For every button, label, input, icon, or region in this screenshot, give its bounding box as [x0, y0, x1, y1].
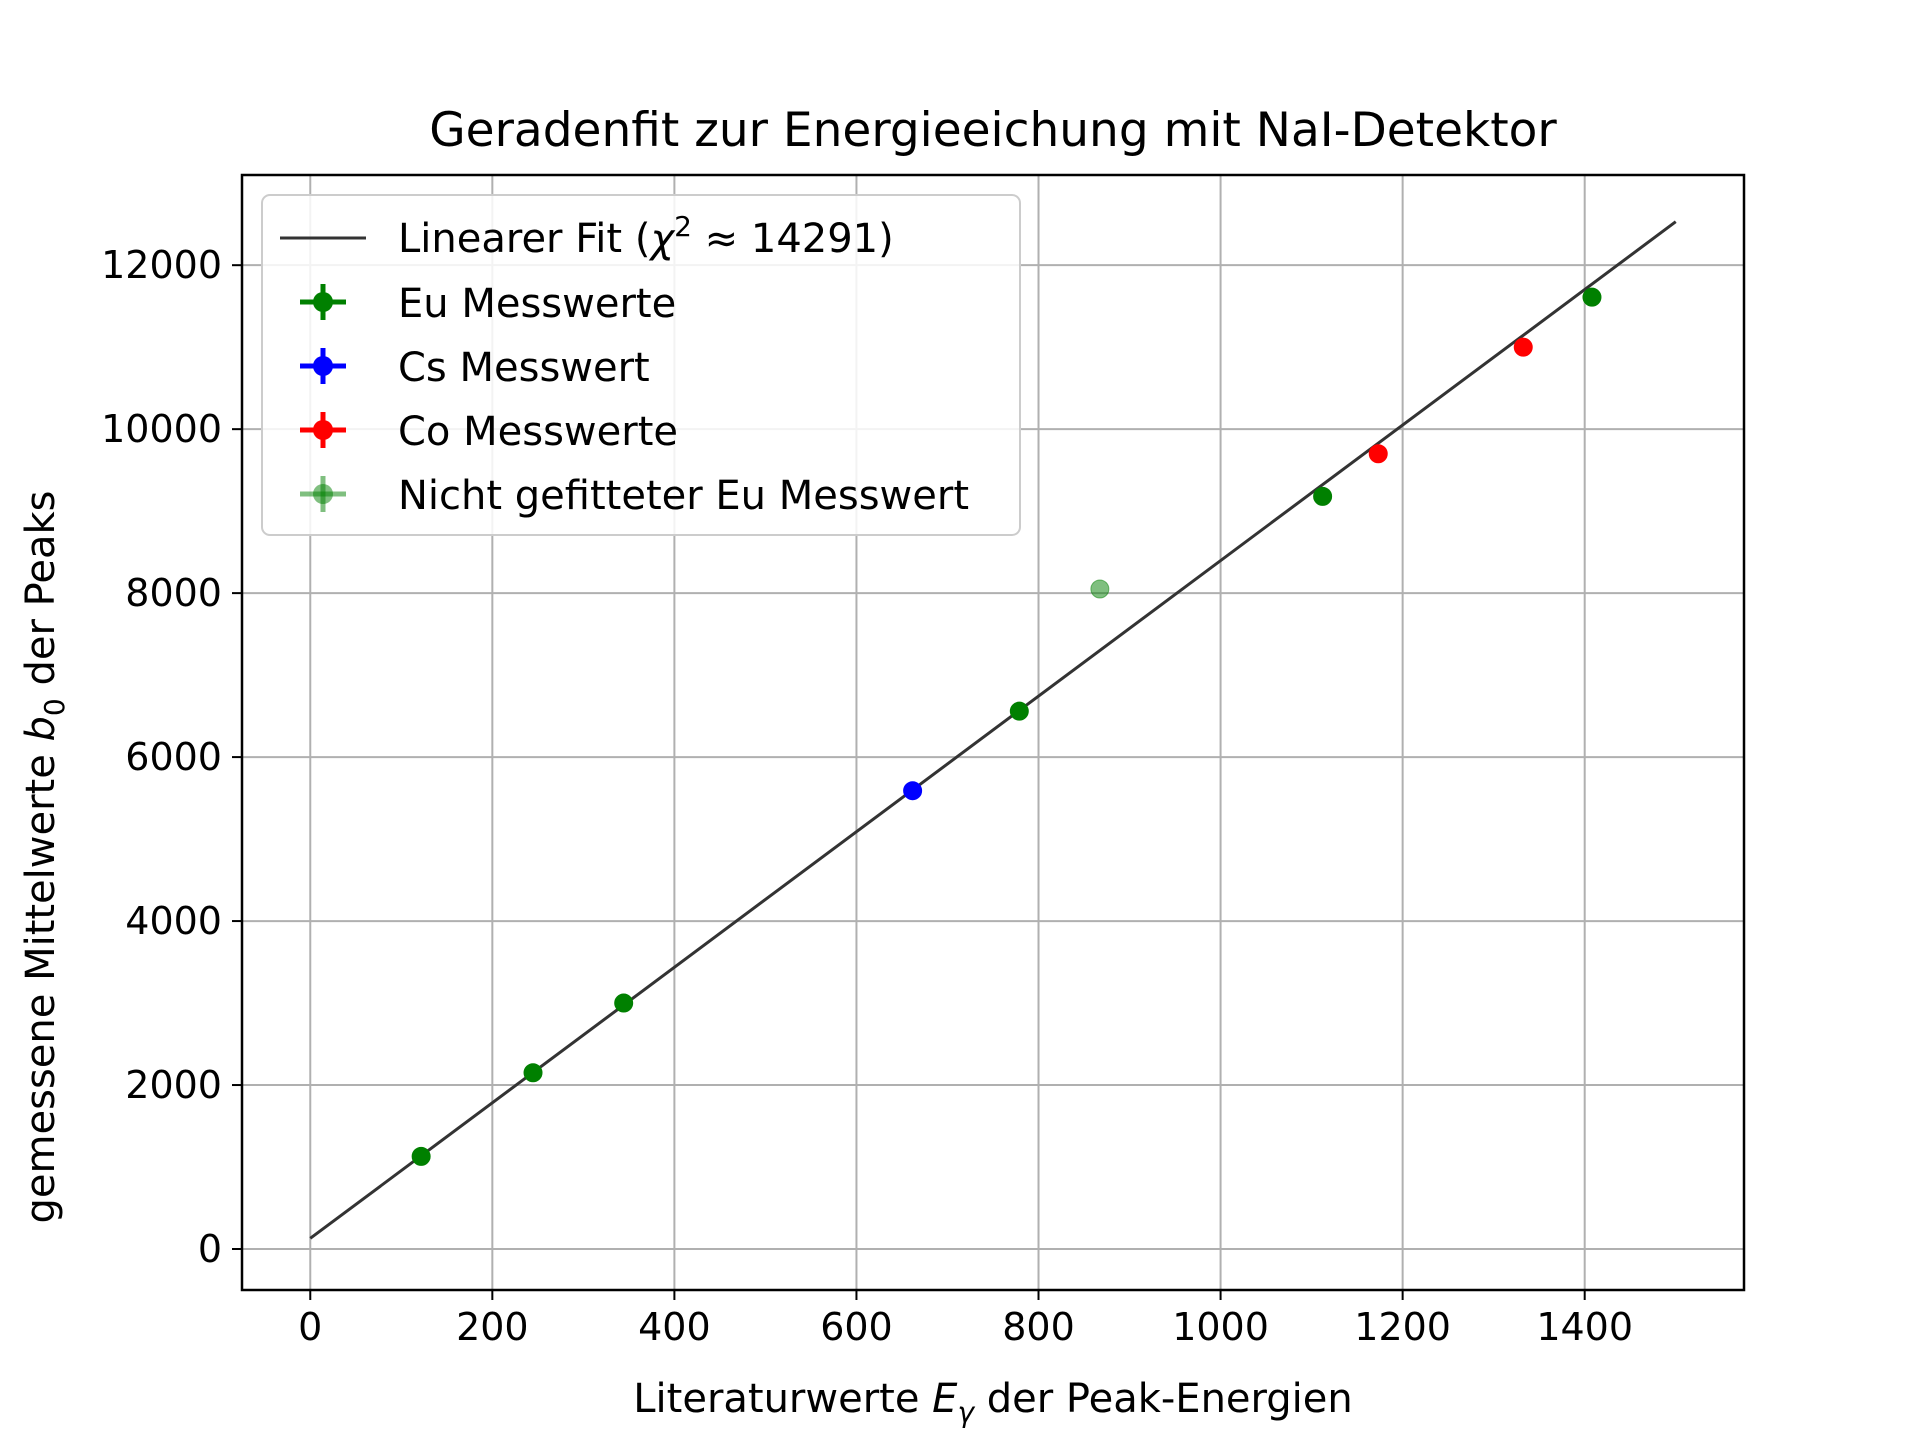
y-tick-label: 6000: [125, 735, 222, 779]
x-axis-title-pre: Literaturwerte: [633, 1376, 932, 1422]
data-point-series-3: [1090, 579, 1110, 599]
legend-entry-eu: Eu Messwerte: [300, 281, 676, 327]
legend-unfitted-label: Nicht gefitteter Eu Messwert: [398, 473, 969, 519]
x-tick-label: 800: [1002, 1305, 1075, 1349]
y-tick-label: 4000: [125, 899, 222, 943]
legend-co-label: Co Messwerte: [398, 409, 678, 455]
legend-fit-name: Linearer Fit: [398, 216, 622, 262]
legend-fit-paren-close: ): [878, 216, 894, 262]
y-tick-label: 2000: [125, 1063, 222, 1107]
plot-data: [309, 220, 1677, 1240]
data-point-series-2: [1513, 337, 1533, 357]
legend-marker-dot: [313, 484, 333, 504]
data-point-series-0: [411, 1146, 431, 1166]
x-axis-title-post: der Peak-Energien: [974, 1376, 1353, 1422]
y-axis-title-subscript: 0: [38, 698, 71, 716]
chart-title: Geradenfit zur Energieeichung mit NaI-De…: [429, 103, 1557, 158]
x-axis-title-symbol: E: [932, 1376, 958, 1422]
legend-fit-chi-exponent: 2: [674, 210, 692, 243]
x-axis-title-subscript: γ: [957, 1396, 975, 1429]
x-axis-title: Literaturwerte Eγ der Peak-Energien: [633, 1376, 1353, 1429]
x-tick-label: 0: [298, 1305, 322, 1349]
legend-fit-label: Linearer Fit (χ2 ≈ 14291): [398, 210, 894, 262]
data-point-series-0: [1313, 486, 1333, 506]
y-axis-title-post: der Peaks: [18, 491, 64, 699]
plot-frame: [240, 173, 1746, 1292]
legend-entry-co: Co Messwerte: [300, 409, 678, 455]
x-tick-label: 200: [456, 1305, 529, 1349]
legend-series-entries: Eu Messwerte Cs Messwert Co Messwerte Ni…: [300, 281, 969, 519]
legend-eu-label: Eu Messwerte: [398, 281, 676, 327]
legend-fit-chi-value: ≈ 14291: [705, 216, 878, 262]
x-tick-label: 1000: [1172, 1305, 1269, 1349]
x-tick-label: 400: [638, 1305, 711, 1349]
data-point-series-1: [903, 781, 923, 801]
data-point-series-0: [1009, 701, 1029, 721]
data-point-series-0: [614, 993, 634, 1013]
y-tick-label: 8000: [125, 571, 222, 615]
legend-entry-fit: Linearer Fit (χ2 ≈ 14291): [280, 210, 894, 262]
x-tick-label: 1400: [1536, 1305, 1633, 1349]
legend: Linearer Fit (χ2 ≈ 14291) Eu Messwerte C…: [261, 194, 1021, 536]
legend-cs-marker: [300, 348, 346, 384]
y-tick-label: 0: [198, 1227, 222, 1271]
legend-cs-label: Cs Messwert: [398, 345, 650, 391]
y-axis-title-symbol: b: [18, 716, 64, 741]
y-axis-title: gemessene Mittelwerte b0 der Peaks: [18, 491, 71, 1224]
legend-fit-chi-gap: [692, 216, 705, 262]
legend-marker-dot: [313, 420, 333, 440]
legend-entry-unfitted: Nicht gefitteter Eu Messwert: [300, 473, 969, 519]
y-tick-label: 12000: [101, 243, 222, 287]
axis-ticks: 0 200 400 600 800 1000 1200 1400 0 2000 4000 6000 80…: [101, 243, 1633, 1349]
y-axis-title-pre: gemessene Mittelwerte: [18, 741, 64, 1223]
data-point-series-0: [523, 1063, 543, 1083]
legend-co-marker: [300, 412, 346, 448]
data-point-series-0: [1582, 287, 1602, 307]
legend-eu-marker: [300, 284, 346, 320]
legend-entry-cs: Cs Messwert: [300, 345, 650, 391]
legend-marker-dot: [313, 356, 333, 376]
data-point-series-2: [1368, 444, 1388, 464]
x-tick-label: 1200: [1354, 1305, 1451, 1349]
legend-marker-dot: [313, 292, 333, 312]
y-tick-label: 10000: [101, 407, 222, 451]
x-tick-label: 600: [820, 1305, 893, 1349]
legend-box: [261, 194, 1021, 536]
legend-unfitted-marker: [300, 476, 346, 512]
legend-fit-paren-open: (: [622, 216, 650, 262]
legend-fit-chi: χ: [648, 216, 675, 262]
